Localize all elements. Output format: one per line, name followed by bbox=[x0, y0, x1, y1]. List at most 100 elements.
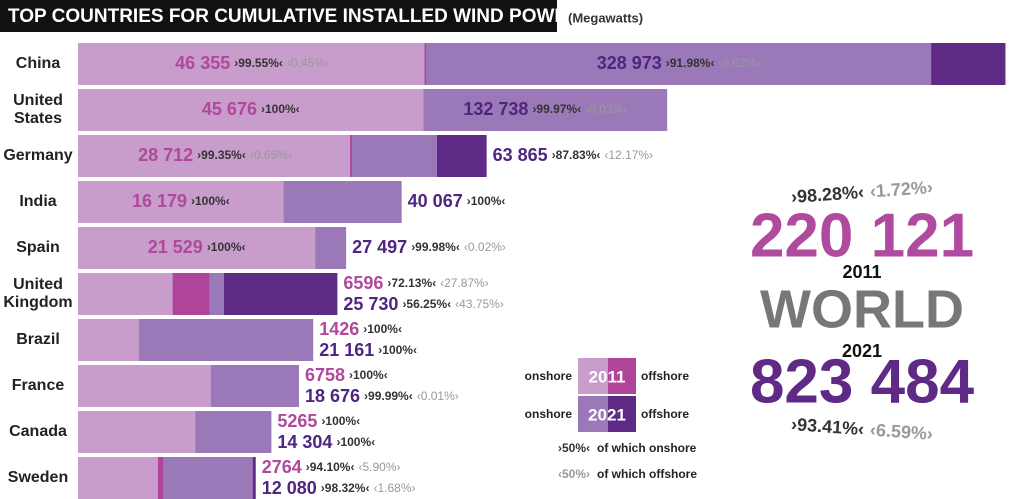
value-number: 63 865 bbox=[493, 145, 548, 165]
world-value: 823 484 bbox=[750, 347, 975, 416]
legend-onshore-text: of which onshore bbox=[597, 441, 697, 455]
onshore-share: ›99.98%‹ bbox=[411, 240, 460, 254]
offshore-segment bbox=[157, 457, 164, 499]
onshore-share: ›100%‹ bbox=[349, 368, 388, 382]
value-label: 6758 ›100%‹ bbox=[305, 365, 388, 385]
value-number: 5265 bbox=[277, 411, 317, 431]
country-label: Canada bbox=[9, 423, 67, 440]
offshore-share: ‹0.01%› bbox=[417, 389, 459, 403]
value-label: 328 973 ›91.98%‹ ‹8.02%› bbox=[597, 53, 761, 73]
value-number: 328 973 bbox=[597, 53, 662, 73]
onshore-share: ›99.55%‹ bbox=[234, 56, 283, 70]
legend-onshore-share: ›50%‹ bbox=[558, 441, 590, 455]
offshore-share: ‹0.02%› bbox=[464, 240, 506, 254]
offshore-share: ‹0.65%› bbox=[250, 148, 292, 162]
title-box bbox=[0, 0, 557, 32]
value-label: 132 738 ›99.97%‹ ‹0.03%› bbox=[463, 99, 627, 119]
offshore-segment bbox=[172, 273, 210, 315]
onshore-share: ›100%‹ bbox=[191, 194, 230, 208]
legend-onshore: onshore bbox=[525, 407, 573, 421]
value-label: 12 080 ›98.32%‹ ‹1.68%› bbox=[262, 478, 416, 498]
value-label: 18 676 ›99.99%‹ ‹0.01%› bbox=[305, 386, 459, 406]
country-label: United Kingdom bbox=[3, 276, 73, 311]
value-label: 6596 ›72.13%‹ ‹27.87%› bbox=[343, 273, 488, 293]
onshore-share: ›99.35%‹ bbox=[197, 148, 246, 162]
onshore-share: ›100%‹ bbox=[363, 322, 402, 336]
offshore-segment bbox=[436, 135, 487, 177]
world-value: 220 121 bbox=[750, 201, 974, 270]
value-number: 27 497 bbox=[352, 237, 407, 257]
onshore-segment bbox=[78, 365, 211, 407]
value-number: 16 179 bbox=[132, 191, 187, 211]
legend-offshore-text: of which offshore bbox=[597, 467, 697, 481]
world-offshore: ‹1.72%› bbox=[869, 177, 933, 201]
legend-swatch bbox=[578, 358, 608, 394]
value-number: 1426 bbox=[319, 319, 359, 339]
world-shares: ›93.41%‹ ‹6.59%› bbox=[791, 414, 934, 444]
offshore-share: ‹5.90%› bbox=[358, 460, 400, 474]
offshore-share: ‹0.45%› bbox=[287, 56, 329, 70]
offshore-share: ‹27.87%› bbox=[440, 276, 489, 290]
value-number: 12 080 bbox=[262, 478, 317, 498]
country-label: Spain bbox=[16, 239, 60, 256]
value-label: 21 161 ›100%‹ bbox=[319, 340, 417, 360]
country-label: India bbox=[19, 193, 57, 210]
onshore-segment bbox=[78, 89, 424, 131]
value-number: 2764 bbox=[262, 457, 302, 477]
value-number: 21 161 bbox=[319, 340, 374, 360]
onshore-share: ›100%‹ bbox=[378, 343, 417, 357]
onshore-segment bbox=[78, 319, 140, 361]
value-number: 14 304 bbox=[277, 432, 332, 452]
value-label: 14 304 ›100%‹ bbox=[277, 432, 375, 452]
onshore-segment bbox=[78, 273, 173, 315]
value-number: 40 067 bbox=[408, 191, 463, 211]
onshore-share: ›100%‹ bbox=[467, 194, 506, 208]
world-year: 2021 bbox=[842, 341, 882, 361]
onshore-share: ›98.32%‹ bbox=[321, 481, 370, 495]
value-number: 132 738 bbox=[463, 99, 528, 119]
world-label: WORLD bbox=[760, 279, 964, 339]
onshore-share: ›100%‹ bbox=[321, 414, 360, 428]
offshore-share: ‹43.75%› bbox=[455, 297, 504, 311]
onshore-segment bbox=[78, 411, 196, 453]
onshore-share: ›91.98%‹ bbox=[666, 56, 715, 70]
value-label: 40 067 ›100%‹ bbox=[408, 191, 506, 211]
onshore-share: ›100%‹ bbox=[207, 240, 246, 254]
offshore-segment bbox=[931, 43, 1006, 85]
onshore-share: ›87.83%‹ bbox=[552, 148, 601, 162]
legend-year: 2021 bbox=[588, 405, 626, 424]
onshore-segment bbox=[78, 181, 284, 223]
value-label: 16 179 ›100%‹ bbox=[132, 191, 230, 211]
value-number: 46 355 bbox=[175, 53, 230, 73]
onshore-share: ›72.13%‹ bbox=[387, 276, 436, 290]
onshore-segment bbox=[78, 43, 425, 85]
value-label: 1426 ›100%‹ bbox=[319, 319, 402, 339]
onshore-segment bbox=[78, 457, 158, 499]
value-number: 28 712 bbox=[138, 145, 193, 165]
value-label: 25 730 ›56.25%‹ ‹43.75%› bbox=[343, 294, 503, 314]
value-number: 18 676 bbox=[305, 386, 360, 406]
world-year: 2011 bbox=[842, 262, 881, 282]
chart-subtitle: (Megawatts) bbox=[568, 10, 643, 25]
world-shares: ›98.28%‹ ‹1.72%› bbox=[790, 177, 933, 207]
offshore-share: ‹12.17%› bbox=[604, 148, 653, 162]
onshore-share: ›94.10%‹ bbox=[306, 460, 355, 474]
legend-offshore: offshore bbox=[641, 407, 689, 421]
onshore-share: ›99.99%‹ bbox=[364, 389, 413, 403]
legend-swatch bbox=[578, 396, 608, 432]
legend-offshore: offshore bbox=[641, 369, 689, 383]
offshore-segment bbox=[350, 135, 352, 177]
value-number: 6758 bbox=[305, 365, 345, 385]
country-label: China bbox=[15, 55, 61, 72]
onshore-segment bbox=[78, 135, 351, 177]
country-label: Brazil bbox=[16, 331, 60, 348]
offshore-segment bbox=[252, 457, 256, 499]
legend-swatch bbox=[608, 358, 636, 394]
value-label: 46 355 ›99.55%‹ ‹0.45%› bbox=[175, 53, 329, 73]
onshore-share: ›100%‹ bbox=[336, 435, 375, 449]
value-label: 21 529 ›100%‹ bbox=[148, 237, 246, 257]
onshore-share: ›56.25%‹ bbox=[402, 297, 451, 311]
onshore-segment bbox=[78, 227, 316, 269]
offshore-segment bbox=[424, 43, 427, 85]
